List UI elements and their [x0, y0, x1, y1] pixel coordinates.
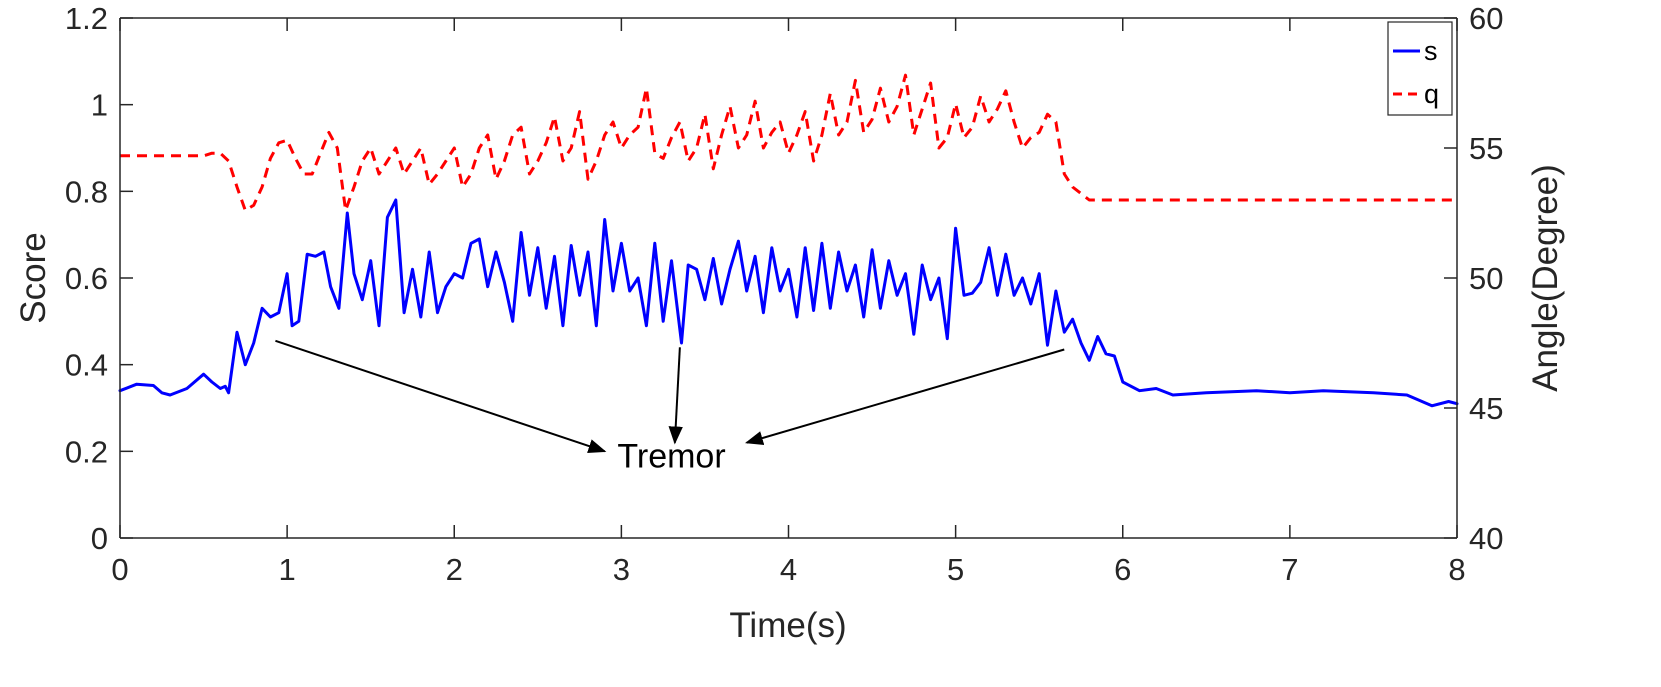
- y-left-tick-label: 0: [91, 521, 108, 556]
- y-left-tick-label: 1: [91, 88, 108, 123]
- x-tick-label: 0: [111, 552, 128, 587]
- legend-label-s: s: [1424, 36, 1438, 66]
- x-tick-label: 2: [446, 552, 463, 587]
- legend: s q: [1387, 21, 1453, 116]
- x-tick-label: 4: [780, 552, 797, 587]
- annotation-arrow: [744, 348, 1065, 446]
- y-left-tick-label: 0.6: [65, 261, 108, 296]
- y-left-tick-label: 0.2: [65, 434, 108, 469]
- legend-label-q: q: [1424, 79, 1439, 109]
- x-tick-label: 6: [1114, 552, 1131, 587]
- annotation-tremor-label: Tremor: [617, 438, 725, 476]
- annotation-arrow: [275, 339, 607, 454]
- series-q-line: [120, 73, 1457, 212]
- annotation-arrow: [668, 347, 683, 445]
- plot-area: [120, 18, 1457, 538]
- y-right-tick-label: 60: [1469, 1, 1503, 36]
- x-axis-label: Time(s): [729, 606, 846, 645]
- legend-box: [1387, 21, 1453, 116]
- y-right-tick-label: 45: [1469, 391, 1503, 426]
- x-tick-label: 5: [947, 552, 964, 587]
- x-tick-label: 7: [1281, 552, 1298, 587]
- y-left-tick-label: 0.4: [65, 348, 108, 383]
- y-left-tick-label: 0.8: [65, 174, 108, 209]
- y-right-tick-label: 55: [1469, 131, 1503, 166]
- y-axis-label-right: Angle(Degree): [1526, 164, 1565, 392]
- y-axis-label-left: Score: [14, 232, 53, 323]
- y-right-tick-label: 50: [1469, 261, 1503, 296]
- y-right-tick-label: 40: [1469, 521, 1503, 556]
- x-tick-label: 3: [613, 552, 630, 587]
- y-left-tick-label: 1.2: [65, 1, 108, 36]
- x-tick-label: 1: [279, 552, 296, 587]
- x-tick-label: 8: [1448, 552, 1465, 587]
- series-s-line: [118, 198, 1459, 408]
